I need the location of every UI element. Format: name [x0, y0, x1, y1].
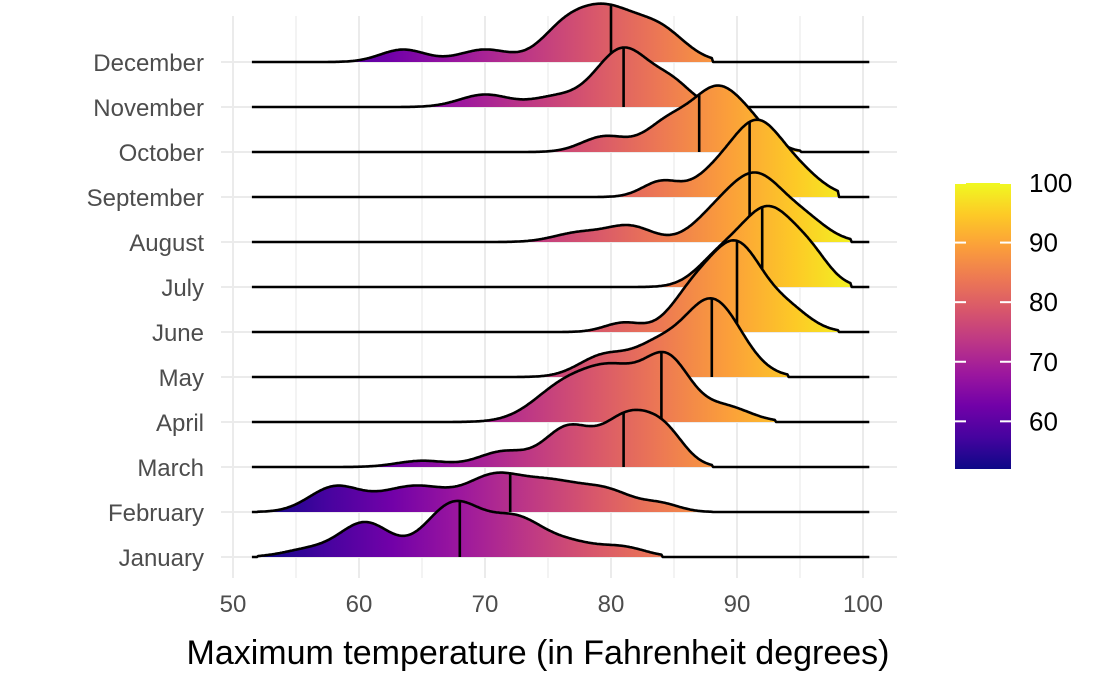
ridge-outline	[251, 2, 870, 64]
ridge-fill	[258, 409, 712, 467]
x-tick-label: 100	[843, 591, 883, 618]
axis-layer: 50 60 70 80 90 100 January February March April Ma…	[87, 50, 883, 618]
y-tick-label-may: May	[159, 365, 204, 392]
ridge-fill	[258, 472, 712, 512]
ridge-fill	[258, 352, 775, 422]
x-tick-label: 50	[220, 591, 247, 618]
x-tick-label: 80	[598, 591, 625, 618]
colorbar	[955, 183, 1011, 469]
ridge-fill	[258, 3, 712, 63]
y-tick-label-june: June	[152, 320, 204, 347]
ridge-fill	[258, 85, 800, 152]
x-axis-title: Maximum temperature (in Fahrenheit degre…	[187, 634, 890, 672]
ridge-february	[251, 471, 870, 514]
y-tick-label-july: July	[161, 275, 204, 302]
y-tick-label-august: August	[129, 230, 204, 257]
ridge-july	[251, 204, 870, 289]
x-tick-label: 60	[346, 591, 373, 618]
colorbar-tick-label: 70	[1029, 347, 1058, 377]
y-tick-label-september: September	[87, 185, 204, 212]
colorbar-legend: 60 70 80 90 100	[955, 168, 1072, 469]
ridge-fill	[258, 172, 851, 242]
x-tick-label: 70	[472, 591, 499, 618]
ridge-outline	[251, 350, 870, 424]
ridge-outline	[251, 204, 870, 289]
colorbar-tick-label: 80	[1029, 287, 1058, 317]
ridge-outline	[251, 171, 870, 244]
y-tick-label-december: December	[93, 50, 204, 77]
ridge-fill	[258, 47, 712, 107]
ridge-march	[251, 408, 870, 469]
colorbar-tick-label: 100	[1029, 168, 1072, 198]
y-tick-label-march: March	[137, 455, 204, 482]
ridge-november	[251, 46, 870, 109]
ridge-december	[251, 2, 870, 64]
ridge-outline	[251, 239, 870, 334]
colorbar-tick-label: 90	[1029, 228, 1058, 258]
y-tick-label-february: February	[108, 500, 204, 527]
ridge-outline	[251, 471, 870, 514]
ridge-fill	[258, 298, 788, 377]
ridge-outline	[251, 408, 870, 469]
ridge-outline	[251, 499, 870, 559]
ridge-january	[251, 499, 870, 559]
y-tick-label-november: November	[93, 95, 204, 122]
y-tick-label-october: October	[119, 140, 204, 167]
ridges-layer	[251, 2, 870, 559]
ridge-outline	[251, 46, 870, 109]
ridge-outline	[251, 297, 870, 379]
y-tick-label-april: April	[156, 410, 204, 437]
ridge-outline	[251, 118, 870, 199]
y-tick-label-january: January	[119, 545, 204, 572]
x-tick-label: 90	[724, 591, 751, 618]
colorbar-tick-label: 60	[1029, 406, 1058, 436]
ridge-april	[251, 350, 870, 424]
